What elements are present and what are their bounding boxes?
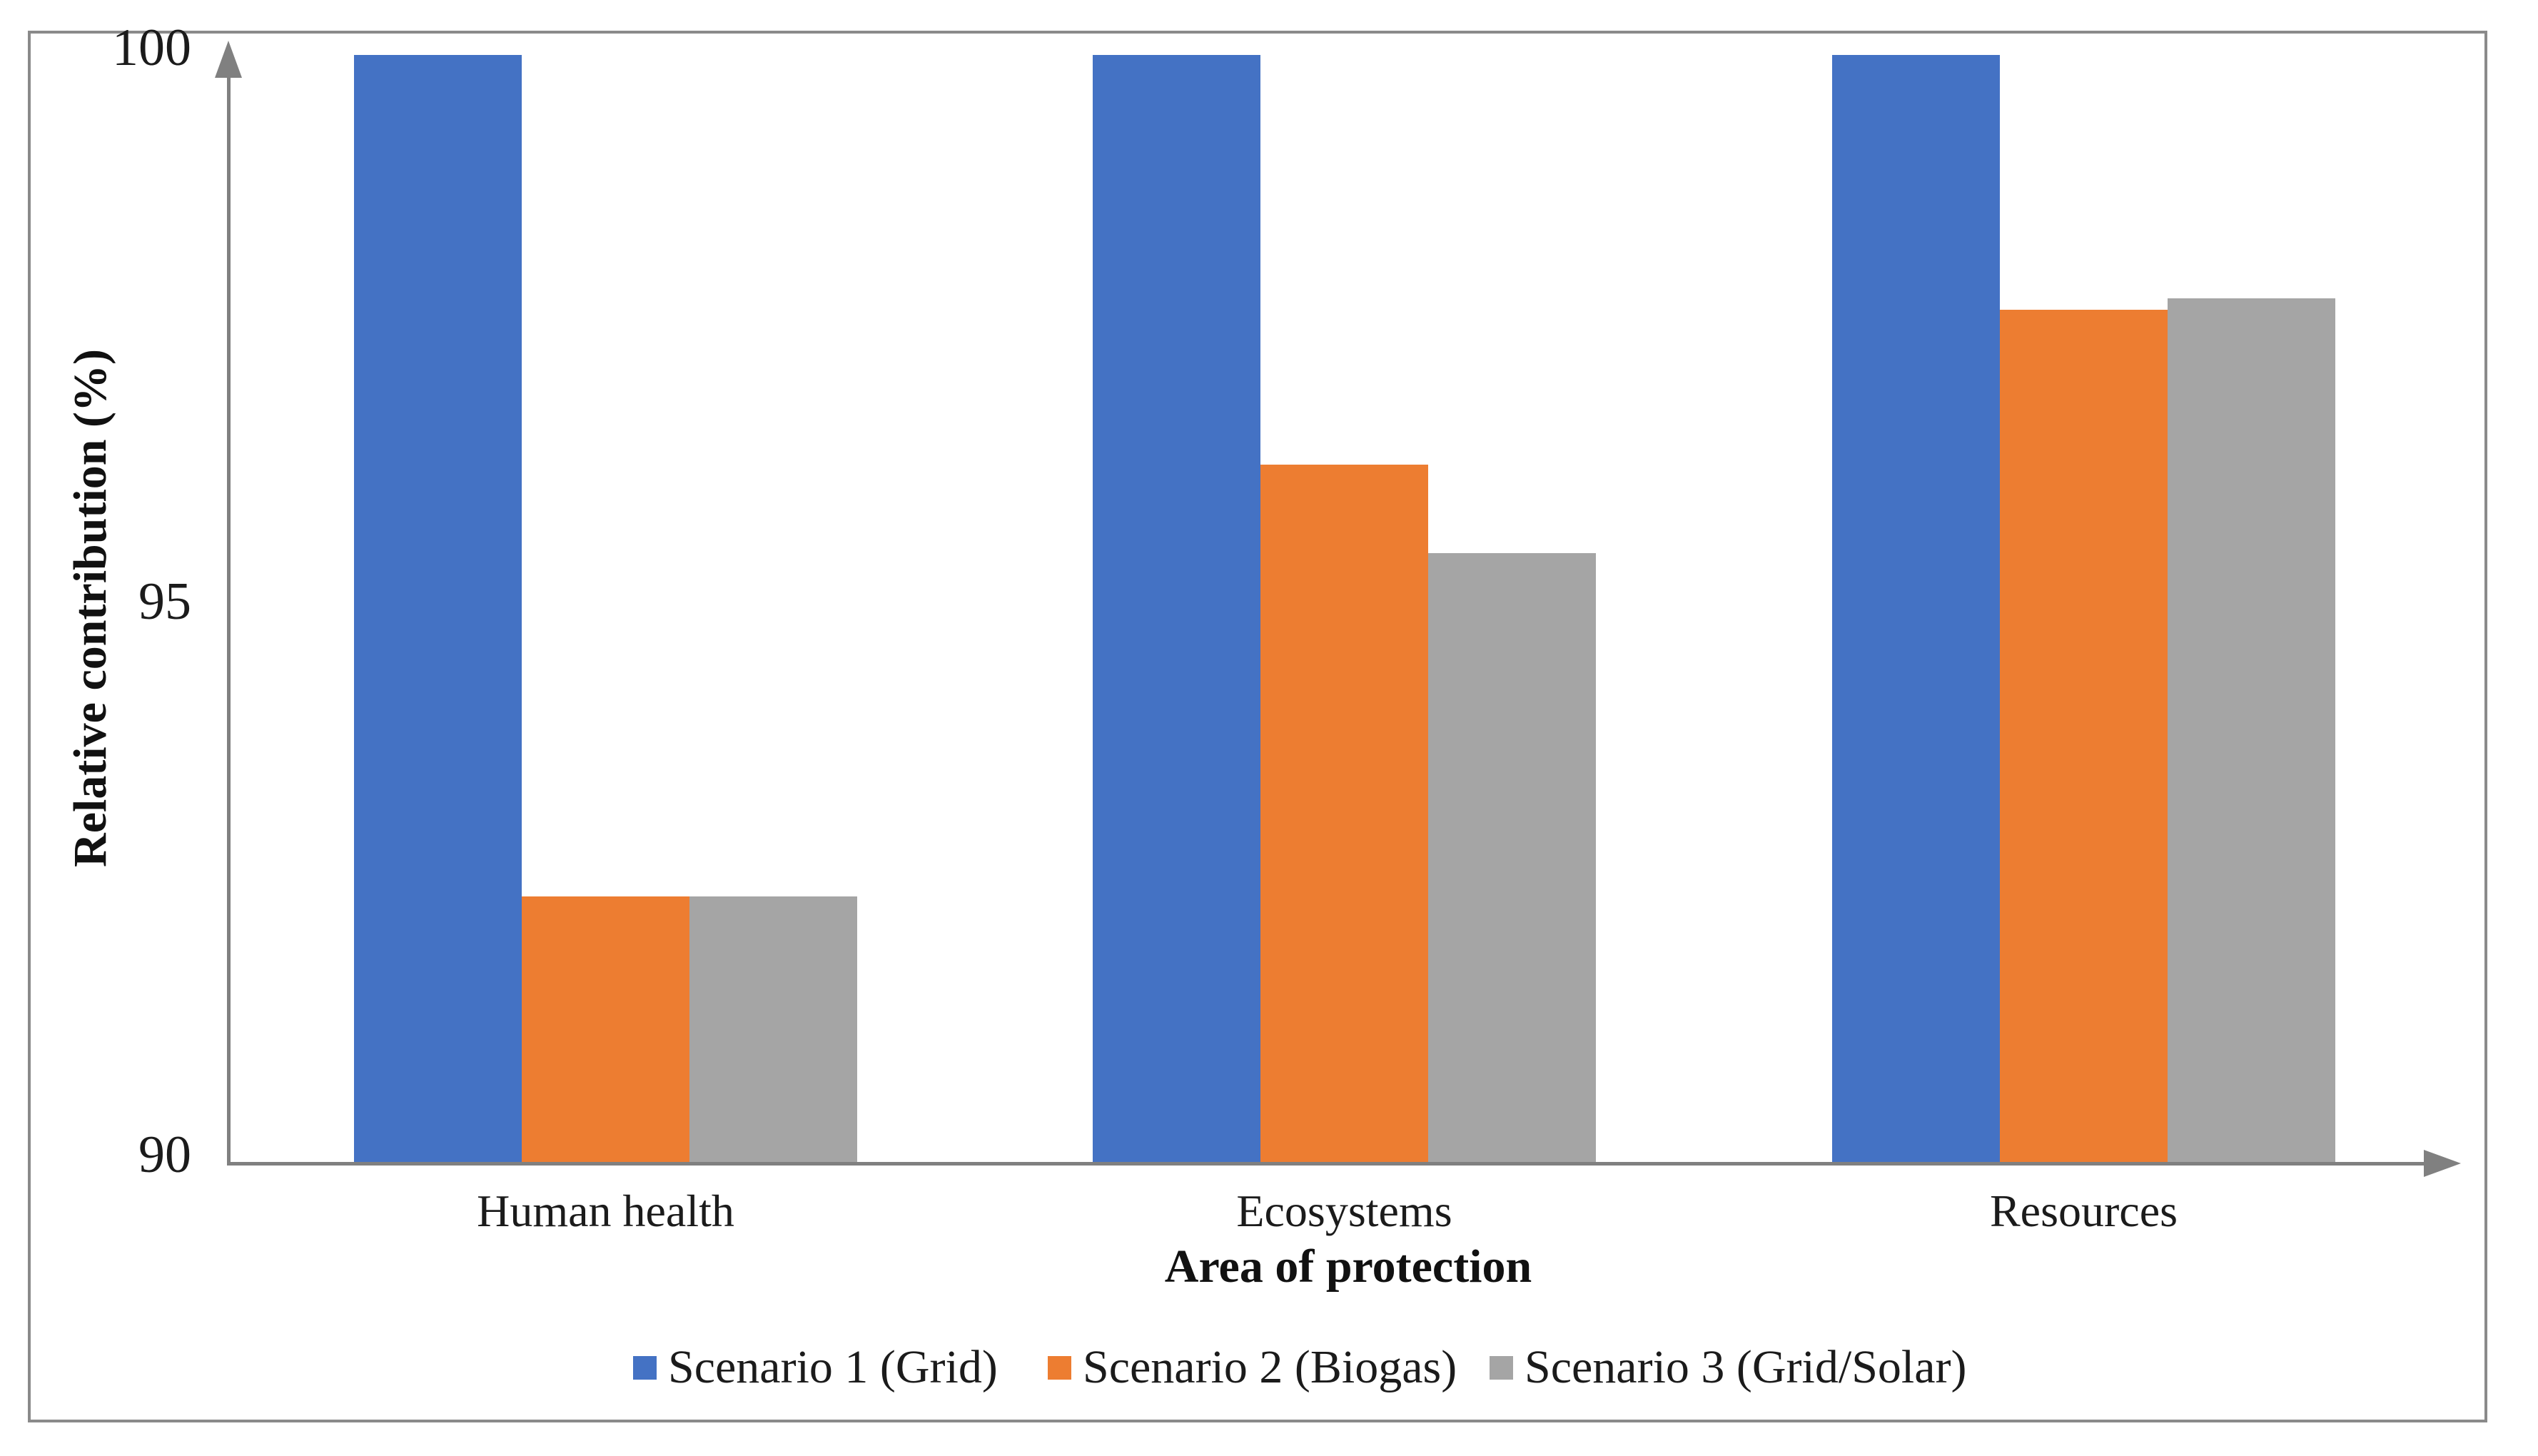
category-label-ecosystems: Ecosystems	[1236, 1185, 1452, 1236]
bar-scenario-2-biogas-human-health	[522, 896, 689, 1162]
y-tick-label: 95	[138, 572, 191, 631]
legend-label: Scenario 1 (Grid)	[668, 1341, 998, 1393]
bar-scenario-3-grid-solar-resources	[2168, 298, 2335, 1162]
y-tick-label: 100	[112, 19, 191, 77]
legend-item: Scenario 2 (Biogas)	[1048, 1341, 1457, 1393]
bar-scenario-1-grid-human-health	[354, 55, 522, 1162]
legend-label: Scenario 3 (Grid/Solar)	[1525, 1341, 1967, 1393]
x-axis-title: Area of protection	[1164, 1240, 1532, 1293]
category-label-resources: Resources	[1989, 1185, 2178, 1236]
bar-scenario-1-grid-resources	[1832, 55, 2000, 1162]
y-axis-line	[227, 74, 231, 1163]
bar-scenario-2-biogas-ecosystems	[1260, 464, 1428, 1162]
category-label-human-health: Human health	[477, 1185, 734, 1236]
bar-scenario-2-biogas-resources	[2000, 309, 2168, 1162]
y-tick-label: 90	[138, 1126, 191, 1184]
bar-scenario-1-grid-ecosystems	[1093, 55, 1260, 1162]
x-axis-arrowhead-icon	[2424, 1150, 2461, 1177]
legend-label: Scenario 2 (Biogas)	[1083, 1341, 1457, 1393]
legend-swatch-icon	[1490, 1355, 1513, 1380]
legend-item: Scenario 1 (Grid)	[633, 1341, 998, 1393]
y-axis-arrowhead-icon	[215, 41, 242, 78]
bar-scenario-3-grid-solar-human-health	[689, 896, 857, 1162]
x-axis-line	[227, 1162, 2427, 1166]
legend-item: Scenario 3 (Grid/Solar)	[1490, 1341, 1967, 1393]
legend-swatch-icon	[633, 1355, 657, 1380]
bar-scenario-3-grid-solar-ecosystems	[1428, 552, 1596, 1162]
legend-swatch-icon	[1048, 1355, 1071, 1380]
